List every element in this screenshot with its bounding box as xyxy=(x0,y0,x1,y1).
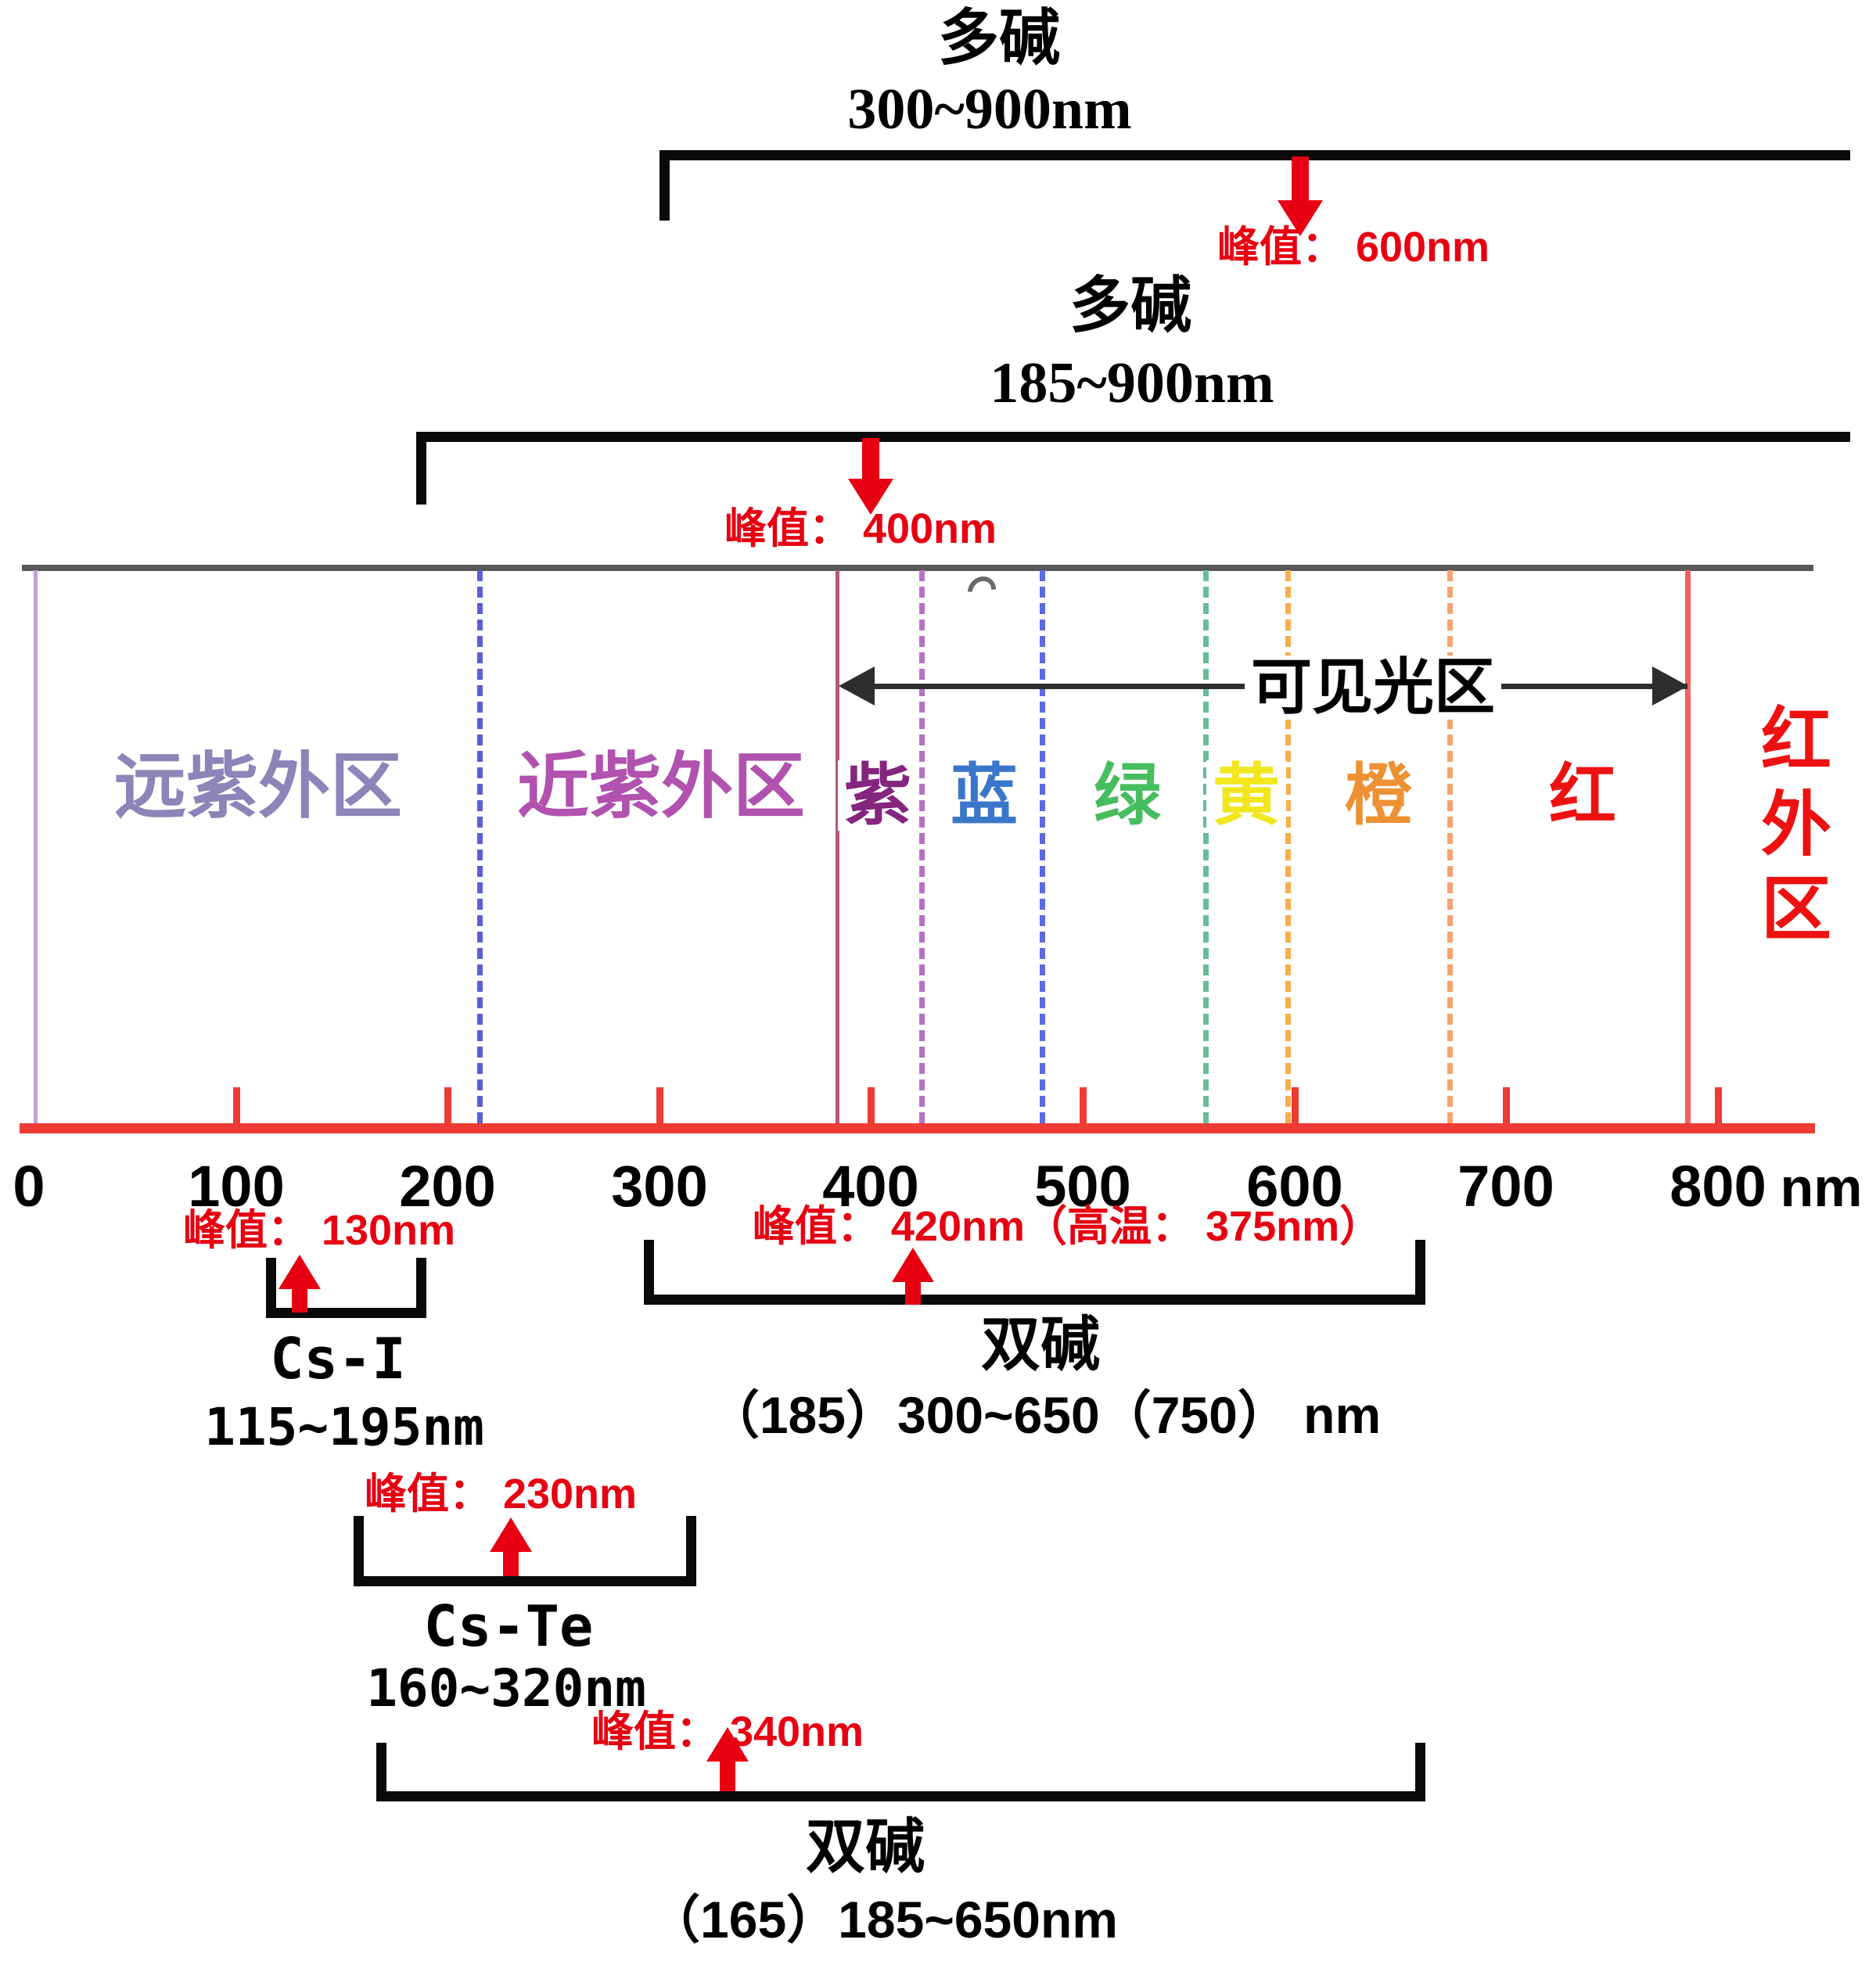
bracket-multialkali-2-left-tick xyxy=(416,432,426,505)
region-label-violet: 紫 xyxy=(838,760,918,831)
peak-arrowhead-multialkali-2 xyxy=(848,479,893,515)
material-name-multialkali-1: 多碱 xyxy=(937,3,1061,72)
axis-tick-800 xyxy=(1715,1087,1722,1123)
boundary-597nm-line xyxy=(1285,570,1291,1123)
axis-label-0: 0 xyxy=(13,1154,45,1219)
axis-label-100: 100 xyxy=(188,1154,285,1219)
bracket-cs-i-left-tick xyxy=(266,1258,276,1318)
region-label-red: 红 xyxy=(1543,760,1623,831)
bracket-cs-te-left-tick xyxy=(354,1516,364,1586)
bracket-multialkali-1-left-tick xyxy=(659,150,670,221)
peak-arrow-multialkali-2 xyxy=(862,438,879,480)
bracket-cs-i-line xyxy=(266,1308,426,1318)
peak-arrowhead-multialkali-1 xyxy=(1278,200,1323,236)
axis-tick-100 xyxy=(233,1087,240,1123)
bracket-bialkali-2-left-tick xyxy=(376,1743,386,1801)
bracket-multialkali-1-line xyxy=(659,150,1850,160)
bracket-multialkali-2-line xyxy=(416,432,1850,442)
region-label-far-uv: 远紫外区 xyxy=(107,749,409,825)
material-range-bialkali-1: （185）300~650（750） nm xyxy=(707,1386,1382,1444)
axis-tick-300 xyxy=(656,1087,663,1123)
axis-tick-200 xyxy=(444,1087,451,1123)
axis-label-400: 400 xyxy=(822,1154,919,1219)
bracket-cs-te-line xyxy=(354,1576,696,1586)
axis-label-600: 600 xyxy=(1246,1154,1343,1219)
peak-arrowhead-cs-i xyxy=(279,1255,321,1289)
material-range-bialkali-2: （165）185~650nm xyxy=(649,1891,1118,1948)
boundary-384nm-line xyxy=(836,570,839,1123)
boundary-0nm-line xyxy=(34,570,38,1123)
spectrum-box-top-border xyxy=(22,565,1813,571)
region-label-orange: 橙 xyxy=(1339,760,1418,831)
bracket-bialkali-1-right-tick xyxy=(1415,1240,1425,1305)
boundary-558nm-line xyxy=(1203,570,1209,1123)
axis-label-700: 700 xyxy=(1457,1154,1554,1219)
boundary-215nm-line xyxy=(477,570,483,1123)
peak-arrow-multialkali-1 xyxy=(1292,156,1309,202)
axis-tick-400 xyxy=(868,1087,875,1123)
axis-tick-600 xyxy=(1292,1087,1299,1123)
bracket-cs-te-right-tick xyxy=(686,1516,696,1586)
peak-label-bialkali-1: 峰值： 420nm（高温： 375nm） xyxy=(752,1203,1382,1250)
peak-label-cs-i: 峰值： 130nm xyxy=(182,1207,456,1254)
axis-label-200: 200 xyxy=(399,1154,496,1219)
peak-arrow-bialkali-1 xyxy=(905,1282,921,1305)
bracket-bialkali-2-right-tick xyxy=(1415,1743,1425,1801)
peak-arrowhead-bialkali-1 xyxy=(892,1248,934,1282)
region-label-green: 绿 xyxy=(1087,760,1167,831)
peak-label-multialkali-1: 峰值： 600nm xyxy=(1217,224,1490,271)
axis-line xyxy=(20,1123,1815,1133)
material-name-cs-te: Cs-Te xyxy=(423,1593,594,1659)
peak-arrow-cs-te xyxy=(503,1552,519,1576)
material-name-bialkali-1: 双碱 xyxy=(981,1312,1100,1378)
peak-arrow-bialkali-2 xyxy=(720,1762,735,1791)
visible-region-arrowhead-left xyxy=(839,666,875,706)
region-label-yellow: 黄 xyxy=(1206,760,1286,831)
region-label-infrared: 红外区 xyxy=(1750,702,1828,956)
peak-arrowhead-bialkali-2 xyxy=(706,1727,749,1762)
material-name-cs-i: Cs-I xyxy=(270,1326,406,1392)
axis-label-800: 800 xyxy=(1669,1154,1766,1219)
scan-artifact xyxy=(961,570,1002,611)
axis-tick-700 xyxy=(1503,1087,1510,1123)
peak-label-cs-te: 峰值： 230nm xyxy=(364,1471,638,1517)
axis-label-300: 300 xyxy=(611,1154,708,1219)
region-label-near-uv: 近紫外区 xyxy=(510,749,812,825)
visible-region-label: 可见光区 xyxy=(1244,655,1502,720)
visible-region-arrowhead-right xyxy=(1652,666,1688,706)
region-label-blue: 蓝 xyxy=(944,760,1024,831)
bracket-bialkali-1-left-tick xyxy=(644,1240,654,1305)
boundary-424nm-line xyxy=(919,570,925,1123)
material-range-cs-te: 160~320nm xyxy=(366,1658,646,1719)
bracket-cs-i-right-tick xyxy=(416,1258,426,1318)
peak-arrowhead-cs-te xyxy=(490,1517,532,1552)
material-range-cs-i: 115~195nm xyxy=(204,1397,484,1457)
bracket-bialkali-2-line xyxy=(376,1791,1425,1801)
boundary-481nm-line xyxy=(1040,570,1045,1123)
material-range-multialkali-2: 185~900nm xyxy=(990,351,1274,415)
peak-arrow-cs-i xyxy=(292,1289,307,1313)
material-name-bialkali-2: 双碱 xyxy=(806,1814,925,1880)
bracket-bialkali-1-line xyxy=(644,1295,1425,1305)
peak-label-multialkali-2: 峰值： 400nm xyxy=(724,505,997,552)
material-range-multialkali-1: 300~900nm xyxy=(847,77,1132,142)
boundary-790nm-line xyxy=(1685,570,1691,1123)
axis-tick-500 xyxy=(1080,1087,1087,1123)
axis-unit-label: nm xyxy=(1780,1157,1863,1218)
boundary-673nm-line xyxy=(1447,570,1453,1123)
material-name-multialkali-2: 多碱 xyxy=(1069,271,1192,339)
axis-label-500: 500 xyxy=(1034,1154,1131,1219)
